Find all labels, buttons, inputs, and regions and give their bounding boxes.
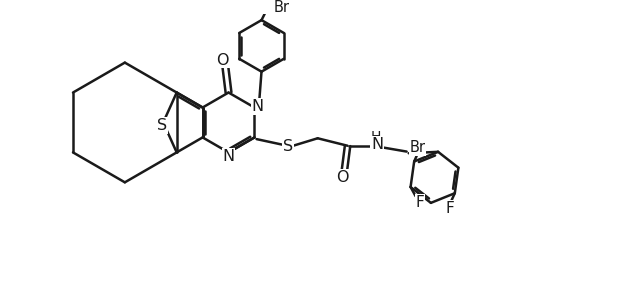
Text: N: N	[371, 137, 383, 152]
Text: N: N	[223, 149, 235, 164]
Text: S: S	[283, 139, 292, 154]
Text: F: F	[445, 201, 454, 216]
Text: H: H	[371, 130, 381, 144]
Text: O: O	[336, 170, 348, 185]
Text: S: S	[157, 118, 168, 133]
Text: Br: Br	[273, 0, 289, 15]
Text: F: F	[415, 195, 424, 210]
Text: O: O	[216, 53, 229, 67]
Text: Br: Br	[410, 140, 426, 155]
Text: N: N	[252, 99, 264, 114]
